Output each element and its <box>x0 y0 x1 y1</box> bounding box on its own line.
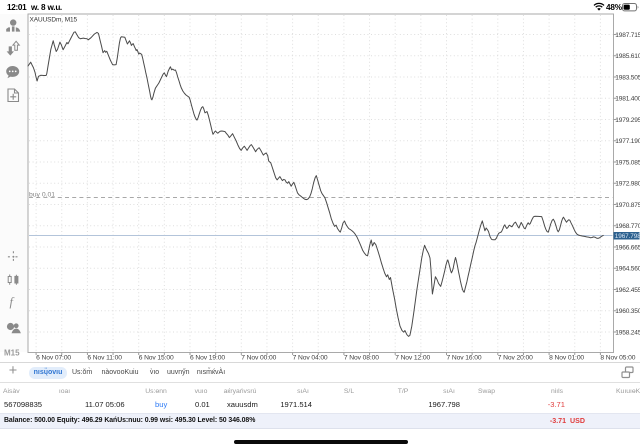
svg-text:7 Nov 08:00: 7 Nov 08:00 <box>344 354 379 361</box>
svg-text:M15: M15 <box>4 349 20 358</box>
svg-text:6 Nov 11:00: 6 Nov 11:00 <box>87 354 122 361</box>
svg-text:1958.245: 1958.245 <box>615 329 640 336</box>
svg-text:7 Nov 20:00: 7 Nov 20:00 <box>498 354 533 361</box>
svg-text:6 Nov 19:00: 6 Nov 19:00 <box>190 354 225 361</box>
svg-text:f: f <box>10 295 15 309</box>
svg-text:6 Nov 15:00: 6 Nov 15:00 <box>139 354 174 361</box>
svg-text:1975.085: 1975.085 <box>615 159 640 166</box>
svg-text:1968.770: 1968.770 <box>615 223 640 230</box>
svg-text:7 Nov 00:00: 7 Nov 00:00 <box>241 354 276 361</box>
svg-text:1962.455: 1962.455 <box>615 287 640 294</box>
svg-text:7 Nov 12:00: 7 Nov 12:00 <box>395 354 430 361</box>
svg-text:1979.295: 1979.295 <box>615 117 640 124</box>
svg-text:1972.980: 1972.980 <box>615 181 640 188</box>
svg-text:7 Nov 16:00: 7 Nov 16:00 <box>447 354 482 361</box>
svg-text:8 Nov 05:00: 8 Nov 05:00 <box>600 354 635 361</box>
svg-text:1977.190: 1977.190 <box>615 138 640 145</box>
svg-text:1967.798: 1967.798 <box>615 233 640 240</box>
svg-text:1981.400: 1981.400 <box>615 96 640 103</box>
svg-text:1966.665: 1966.665 <box>615 244 640 251</box>
svg-text:1964.560: 1964.560 <box>615 266 640 273</box>
svg-text:8 Nov 01:00: 8 Nov 01:00 <box>549 354 584 361</box>
svg-text:1960.350: 1960.350 <box>615 308 640 315</box>
svg-text:buy 0.01: buy 0.01 <box>29 192 55 199</box>
svg-text:6 Nov 07:00: 6 Nov 07:00 <box>36 354 71 361</box>
svg-text:1985.610: 1985.610 <box>615 53 640 60</box>
svg-text:7 Nov 04:00: 7 Nov 04:00 <box>293 354 328 361</box>
svg-text:1983.505: 1983.505 <box>615 74 640 81</box>
svg-text:XAUUSDm, M15: XAUUSDm, M15 <box>30 16 78 23</box>
svg-text:1970.875: 1970.875 <box>615 202 640 209</box>
svg-text:1987.715: 1987.715 <box>615 32 640 39</box>
